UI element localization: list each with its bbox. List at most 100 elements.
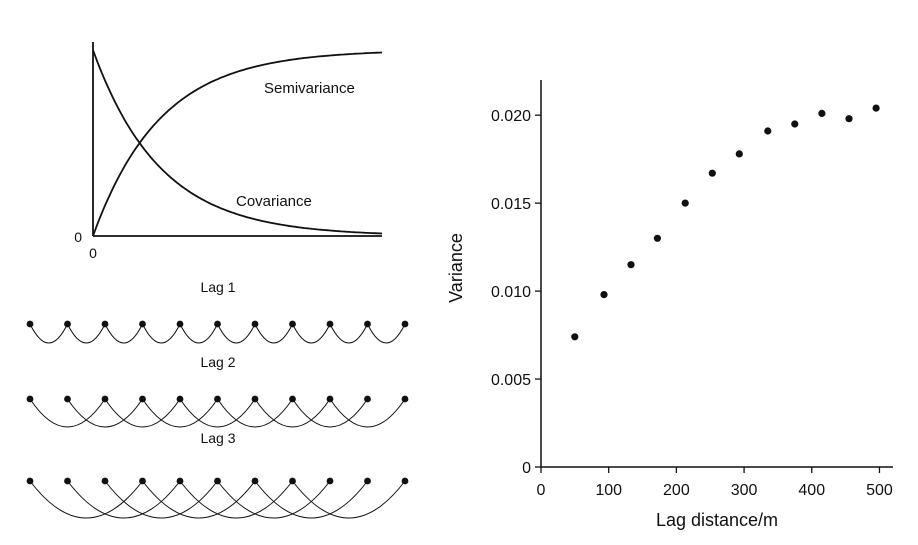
- scatter-point: [845, 115, 853, 123]
- covariance-curve: [92, 49, 383, 235]
- lag-rows: [26, 320, 409, 519]
- lag-point: [401, 477, 409, 485]
- semivariance-curve: [92, 51, 383, 237]
- lag-arc: [367, 323, 406, 344]
- lag-point: [176, 477, 184, 485]
- lag-point: [26, 477, 34, 485]
- lag-arc: [329, 323, 368, 344]
- y-tick-label: 0: [522, 460, 531, 477]
- lag-point: [251, 395, 259, 403]
- lag-point: [214, 395, 221, 403]
- y-tick-label: 0.020: [491, 108, 531, 125]
- lag-point: [251, 320, 259, 328]
- lag-point: [64, 395, 71, 403]
- lag-arc: [29, 323, 68, 344]
- lag-diagram: Lag 1 Lag 2 Lag 3: [26, 279, 409, 519]
- lag-point: [101, 320, 109, 328]
- y-tick-label: 0.010: [491, 284, 531, 301]
- scatter-point: [681, 199, 689, 207]
- lag-arc: [217, 480, 331, 519]
- lag-arc: [217, 398, 293, 428]
- lag-arc: [329, 398, 406, 428]
- covariance-label: Covariance: [236, 193, 312, 210]
- lag-arc: [104, 480, 218, 519]
- scatter-points: [571, 104, 880, 341]
- x-tick-label: 0: [537, 482, 546, 499]
- x-tick-label: 100: [595, 482, 622, 499]
- scatter-point: [653, 234, 662, 242]
- theory-x-zero-tick: 0: [89, 245, 97, 261]
- lag-point: [251, 477, 259, 485]
- lag-arc: [104, 323, 143, 344]
- lag-point: [401, 320, 409, 328]
- lag-point: [139, 320, 146, 328]
- lag-point: [364, 477, 371, 485]
- lag-arc: [67, 480, 181, 519]
- scatter-point: [818, 109, 826, 117]
- lag-1-label: Lag 1: [200, 279, 235, 295]
- y-tick-label: 0.015: [491, 196, 531, 213]
- scatter-point: [735, 150, 743, 158]
- lag-arc: [254, 323, 293, 344]
- lag-arc: [29, 398, 106, 428]
- lag-point: [64, 320, 71, 328]
- lag-point: [326, 320, 334, 328]
- lag-arc: [254, 398, 331, 428]
- scatter-point: [708, 169, 716, 177]
- scatter-point: [571, 333, 579, 341]
- lag-point: [101, 395, 109, 403]
- lag-3-label: Lag 3: [200, 430, 235, 446]
- scatter-x-axis-label: Lag distance/m: [656, 510, 778, 530]
- lag-point: [364, 395, 371, 403]
- semivariogram-panel: Semivariance Covariance 0 0: [74, 42, 383, 261]
- scatter-ticks: 0 100 200 300 400 500 0 0.005 0.010 0.015 0.020: [491, 108, 893, 499]
- lag-point: [26, 395, 34, 403]
- y-tick-label: 0.005: [491, 372, 531, 389]
- lag-arc: [292, 398, 368, 428]
- lag-arc: [217, 323, 256, 344]
- lag-arc: [104, 398, 181, 428]
- lag-point: [401, 395, 409, 403]
- scatter-point: [791, 120, 799, 128]
- lag-point: [176, 320, 184, 328]
- lag-arc: [67, 398, 143, 428]
- lag-arc: [292, 323, 331, 344]
- scatter-y-axis-label: Variance: [446, 233, 466, 303]
- lag-point: [64, 477, 71, 485]
- lag-2-label: Lag 2: [200, 354, 235, 370]
- scatter-point: [872, 104, 880, 112]
- x-tick-label: 200: [663, 482, 690, 499]
- scatter-point: [627, 261, 635, 269]
- lag-arc: [292, 480, 406, 519]
- lag-arc: [142, 323, 181, 344]
- variogram-scatter-panel: 0 100 200 300 400 500 0 0.005 0.010 0.015 0.020 La…: [446, 80, 893, 530]
- lag-point: [364, 320, 371, 328]
- x-tick-label: 500: [866, 482, 893, 499]
- lag-arc: [179, 398, 256, 428]
- lag-point: [176, 395, 184, 403]
- scatter-point: [764, 127, 772, 135]
- x-tick-label: 300: [731, 482, 758, 499]
- lag-point: [26, 320, 34, 328]
- scatter-point: [600, 291, 608, 299]
- lag-point: [139, 395, 146, 403]
- lag-point: [289, 320, 296, 328]
- theory-y-zero-tick: 0: [74, 229, 82, 245]
- semivariance-label: Semivariance: [264, 80, 355, 97]
- lag-arc: [29, 480, 143, 519]
- lag-point: [214, 320, 221, 328]
- x-tick-label: 400: [798, 482, 825, 499]
- lag-arc: [254, 480, 368, 519]
- lag-point: [289, 477, 296, 485]
- lag-arc: [142, 480, 256, 519]
- lag-point: [326, 395, 334, 403]
- lag-point: [139, 477, 146, 485]
- lag-arc: [142, 398, 218, 428]
- lag-arc: [179, 480, 293, 519]
- lag-point: [101, 477, 109, 485]
- lag-point: [289, 395, 296, 403]
- lag-point: [214, 477, 221, 485]
- lag-point: [326, 477, 334, 485]
- lag-arc: [179, 323, 218, 344]
